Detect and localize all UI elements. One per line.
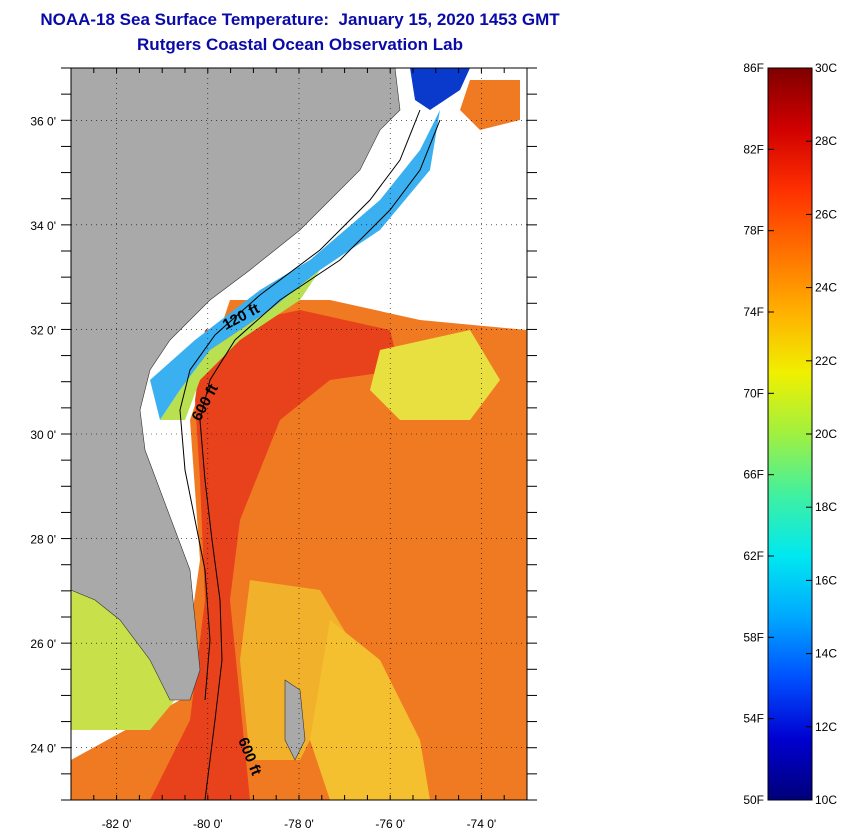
map-title: NOAA-18 Sea Surface Temperature: January…: [40, 10, 560, 29]
colorbar-celsius-label: 20C: [815, 427, 837, 441]
lon-tick-label: -76 0': [375, 817, 405, 831]
lat-tick-label: 32 0': [30, 323, 56, 337]
colorbar-fahrenheit-label: 78F: [743, 224, 764, 238]
colorbar-fahrenheit-label: 86F: [743, 61, 764, 75]
bahamas-island: [284, 679, 306, 761]
sst-cool-coastal-band: [160, 270, 320, 420]
lat-tick-label: 30 0': [30, 428, 56, 442]
sst-cold-north: [410, 68, 470, 110]
colorbar-celsius-label: 18C: [815, 500, 837, 514]
lat-tick-label: 36 0': [30, 114, 56, 128]
sst-hot-region: [150, 310, 400, 800]
colorbar-celsius-label: 24C: [815, 281, 837, 295]
colorbar-fahrenheit-label: 74F: [743, 305, 764, 319]
lon-tick-label: -78 0': [284, 817, 314, 831]
lat-tick-label: 34 0': [30, 219, 56, 233]
sst-cold-coastal-band: [150, 110, 440, 420]
lat-tick-label: 24 0': [30, 742, 56, 756]
contour-120ft: [179, 109, 421, 701]
colorbar-celsius-label: 30C: [815, 61, 837, 75]
graticule: [71, 68, 527, 800]
map-imagery: [71, 68, 527, 800]
contour-600ft: [199, 119, 441, 800]
lat-tick-label: 28 0': [30, 533, 56, 547]
sst-warm-north: [460, 80, 520, 130]
lon-tick-label: -80 0': [193, 817, 223, 831]
colorbar-fahrenheit-label: 54F: [743, 712, 764, 726]
colorbar-fahrenheit-label: 66F: [743, 468, 764, 482]
colorbar-celsius-label: 14C: [815, 647, 837, 661]
colorbar-celsius-label: 22C: [815, 354, 837, 368]
colorbar-fahrenheit-label: 70F: [743, 386, 764, 400]
colorbar-celsius-label: 12C: [815, 720, 837, 734]
colorbar-gradient: [767, 67, 813, 801]
colorbar-labels: 86F 82F 78F 74F 70F 66F 62F 58F 54F 50F 30C 28C 26C 2…: [743, 61, 837, 807]
colorbar-fahrenheit-label: 58F: [743, 630, 764, 644]
land-mass: [71, 68, 401, 701]
axis-ticks: -82 0' -80 0' -78 0' -76 0' -74 0' 24 0' 26 0'…: [30, 67, 537, 831]
lon-tick-label: -74 0': [467, 817, 497, 831]
colorbar-celsius-label: 10C: [815, 793, 837, 807]
sst-cool-region: [370, 330, 500, 420]
colorbar-celsius-label: 26C: [815, 207, 837, 221]
map-subtitle: Rutgers Coastal Ocean Observation Lab: [137, 35, 463, 54]
sst-mid-region-2: [310, 620, 430, 800]
colorbar-fahrenheit-label: 82F: [743, 142, 764, 156]
lon-tick-label: -82 0': [102, 817, 132, 831]
lat-tick-label: 26 0': [30, 637, 56, 651]
colorbar-fahrenheit-label: 62F: [743, 549, 764, 563]
colorbar-celsius-label: 16C: [815, 573, 837, 587]
colorbar-celsius-label: 28C: [815, 134, 837, 148]
colorbar-fahrenheit-label: 50F: [743, 793, 764, 807]
